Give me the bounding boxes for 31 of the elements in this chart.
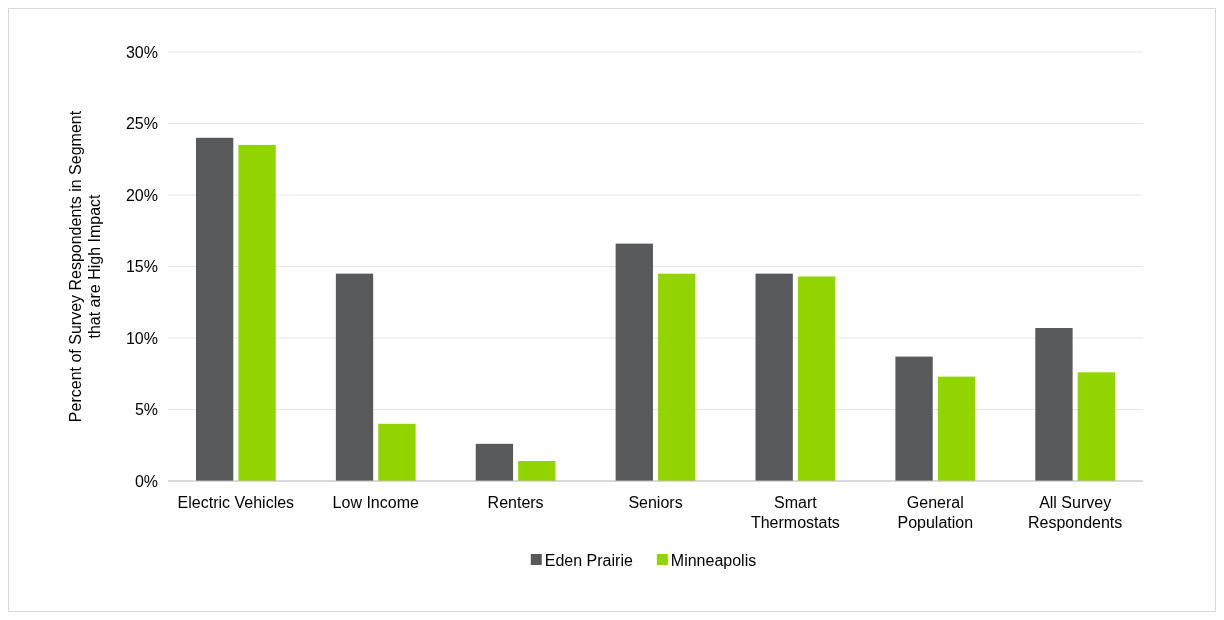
x-tick-label: Seniors xyxy=(628,494,683,511)
bar xyxy=(195,137,234,481)
bar xyxy=(1077,372,1116,481)
y-tick-label: 20% xyxy=(125,186,158,204)
y-tick-label: 5% xyxy=(134,401,158,419)
bar xyxy=(475,443,514,481)
y-tick-label: 10% xyxy=(125,329,158,347)
bar xyxy=(1035,327,1073,481)
legend-label: Eden Prairie xyxy=(544,551,633,569)
bar xyxy=(518,460,556,481)
y-tick-label: 0% xyxy=(134,472,158,490)
bar xyxy=(615,243,653,481)
x-tick-label: General Population xyxy=(897,494,974,531)
y-tick-label: 25% xyxy=(125,115,158,133)
y-axis-title: Percent of Survey Respondents in Segment that are High Impact xyxy=(66,110,103,423)
bar xyxy=(238,144,276,481)
bar xyxy=(797,276,836,481)
bar xyxy=(755,273,793,481)
x-tick-label: Electric Vehicles xyxy=(177,494,295,511)
x-tick-label: Low Income xyxy=(332,494,419,511)
bar xyxy=(937,376,976,481)
y-tick-label: 15% xyxy=(125,258,158,276)
bar xyxy=(335,273,374,481)
bar xyxy=(658,273,696,481)
x-tick-label: All Survey Respondents xyxy=(1028,494,1123,531)
x-tick-label: Renters xyxy=(487,494,544,511)
bar xyxy=(378,423,416,481)
bar xyxy=(895,356,933,481)
x-tick-label: Smart Thermostats xyxy=(750,494,840,531)
y-tick-label: 30% xyxy=(125,43,158,61)
legend-label: Minneapolis xyxy=(670,551,757,569)
